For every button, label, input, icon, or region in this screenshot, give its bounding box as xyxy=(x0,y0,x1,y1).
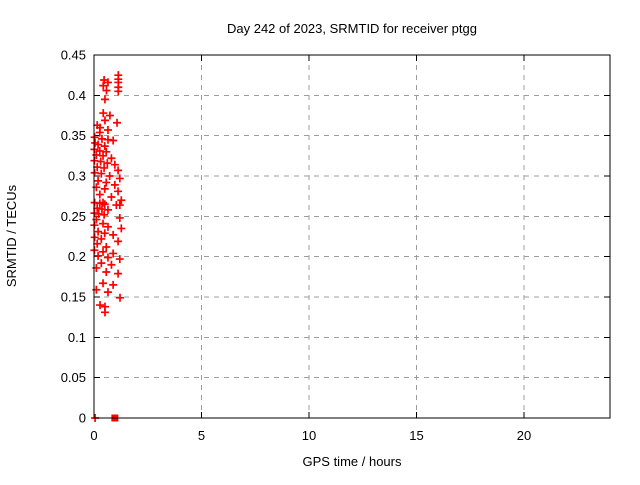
data-point xyxy=(107,192,116,201)
y-tick-label: 0.35 xyxy=(61,128,86,143)
y-tick-label: 0.2 xyxy=(68,249,86,264)
data-point xyxy=(93,239,102,248)
data-point xyxy=(114,87,123,96)
data-point xyxy=(100,308,109,317)
data-point xyxy=(110,160,119,169)
data-point xyxy=(103,253,112,262)
data-point xyxy=(102,178,111,187)
data-point xyxy=(95,190,104,199)
data-points xyxy=(90,71,126,422)
data-point xyxy=(93,163,102,172)
x-tick-label: 5 xyxy=(198,428,205,443)
data-point xyxy=(115,255,124,264)
data-point xyxy=(90,233,99,242)
data-point xyxy=(107,260,116,269)
x-tick-label: 15 xyxy=(409,428,423,443)
data-point xyxy=(94,140,103,149)
data-point xyxy=(100,210,109,219)
data-point xyxy=(94,227,103,236)
data-point xyxy=(103,126,112,135)
data-point xyxy=(103,78,112,87)
y-tick-label: 0.45 xyxy=(61,48,86,63)
data-point xyxy=(99,109,108,118)
data-point xyxy=(97,259,106,268)
data-point xyxy=(100,95,109,104)
tick-labels: 0 5 10 15 20 0 0.05 0.1 0.15 0.2 0.25 0.3 0.35 0.4 0.4… xyxy=(61,48,532,444)
axis-ticks xyxy=(93,54,610,419)
data-point xyxy=(102,147,111,156)
data-point xyxy=(105,111,114,120)
data-point xyxy=(103,288,112,297)
data-point xyxy=(103,159,112,168)
data-point xyxy=(115,213,124,222)
data-point xyxy=(100,200,109,209)
data-point xyxy=(110,180,119,189)
data-point xyxy=(116,293,125,302)
y-axis-label: SRMTID / TECUs xyxy=(4,184,19,287)
data-point xyxy=(99,219,108,228)
data-point xyxy=(95,128,104,137)
y-tick-label: 0.3 xyxy=(68,169,86,184)
data-point xyxy=(109,280,118,289)
data-point xyxy=(114,269,123,278)
data-point xyxy=(100,142,109,151)
data-point xyxy=(102,242,111,251)
data-point xyxy=(102,267,111,276)
y-tick-label: 0 xyxy=(79,411,86,426)
data-point xyxy=(100,229,109,238)
y-tick-label: 0.4 xyxy=(68,88,86,103)
data-point xyxy=(103,222,112,231)
data-point xyxy=(97,234,106,243)
y-tick-label: 0.25 xyxy=(61,209,86,224)
data-point xyxy=(117,224,126,233)
x-tick-label: 0 xyxy=(90,428,97,443)
data-point xyxy=(117,196,126,205)
data-point xyxy=(100,163,109,172)
data-point xyxy=(109,136,118,145)
data-point xyxy=(114,237,123,246)
data-point xyxy=(107,154,116,163)
data-point xyxy=(99,81,108,90)
y-tick-label: 0.05 xyxy=(61,370,86,385)
data-point xyxy=(102,86,111,95)
x-axis-label: GPS time / hours xyxy=(303,454,402,469)
data-point xyxy=(99,247,108,256)
data-point xyxy=(97,169,106,178)
plot-border xyxy=(93,54,611,419)
data-point xyxy=(96,301,105,310)
data-point xyxy=(114,187,123,196)
data-point xyxy=(114,166,123,175)
data-point xyxy=(103,205,112,214)
data-point xyxy=(99,279,108,288)
grid-lines xyxy=(94,55,610,418)
data-point xyxy=(115,174,124,183)
data-point xyxy=(115,201,124,210)
y-tick-label: 0.1 xyxy=(68,330,86,345)
chart-title: Day 242 of 2023, SRMTID for receiver ptg… xyxy=(227,21,477,36)
data-point xyxy=(109,230,118,239)
data-point xyxy=(100,116,109,125)
data-point xyxy=(105,172,114,180)
data-point xyxy=(113,118,122,127)
data-point xyxy=(96,157,105,166)
x-tick-label: 20 xyxy=(517,428,531,443)
y-tick-label: 0.15 xyxy=(61,290,86,305)
data-point xyxy=(99,151,108,160)
data-point xyxy=(94,176,103,185)
data-point xyxy=(94,251,103,260)
x-tick-label: 10 xyxy=(302,428,316,443)
data-point xyxy=(109,249,118,258)
data-point xyxy=(100,184,109,193)
